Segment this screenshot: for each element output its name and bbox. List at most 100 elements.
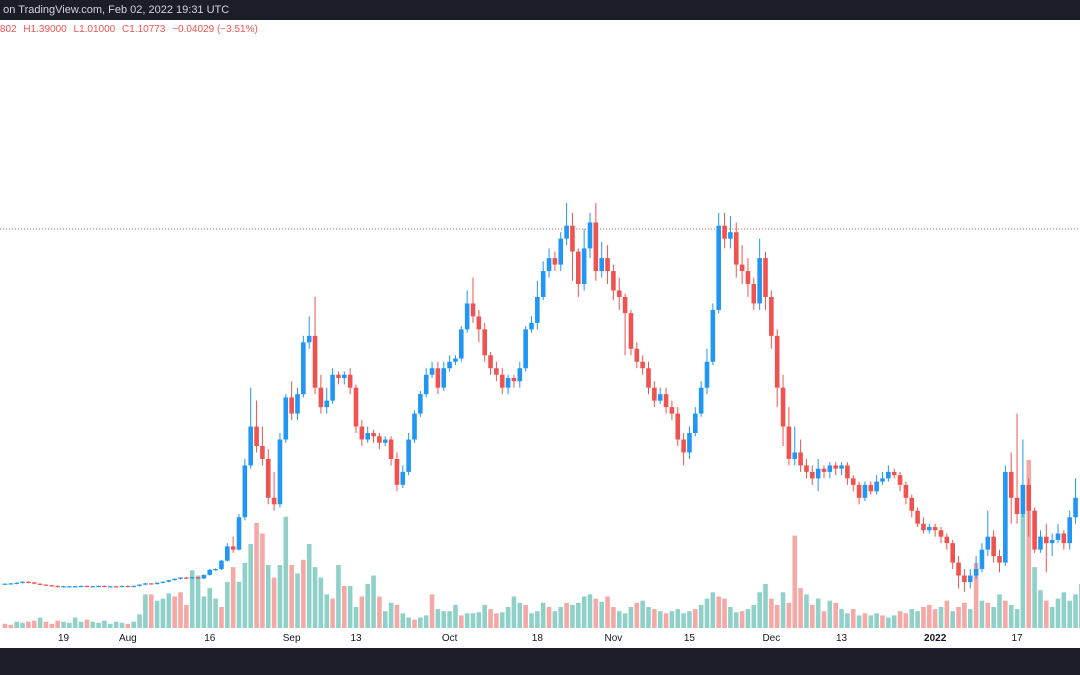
volume-bar [31, 620, 37, 628]
volume-bar [587, 594, 593, 628]
candle-body [576, 251, 581, 285]
volume-bar [137, 614, 142, 628]
volume-bar [932, 609, 938, 628]
volume-bar [1014, 609, 1020, 628]
volume-bar [324, 594, 330, 628]
candle-body [441, 368, 447, 388]
x-axis-tick-label: Dec [762, 633, 780, 644]
x-axis-tick-label: 13 [350, 633, 362, 644]
candle-body [856, 484, 862, 498]
volume-bar [517, 602, 523, 628]
volume-bar [382, 611, 388, 628]
volume-bar [1044, 600, 1049, 628]
candle-body [774, 335, 780, 388]
x-axis-tick-label: 13 [836, 633, 848, 644]
candle-body [1032, 510, 1037, 550]
volume-bar [529, 613, 534, 628]
candle-body [827, 465, 833, 472]
volume-bar [488, 609, 493, 628]
candle-body [318, 387, 324, 408]
candle-body [453, 358, 458, 362]
candle-body [301, 342, 306, 395]
volume-bar [891, 615, 897, 628]
candle-body [113, 586, 119, 588]
volume-bar [576, 602, 581, 628]
volume-bar [505, 607, 511, 628]
candle-body [166, 580, 172, 582]
volume-bar [189, 570, 195, 628]
x-axis-tick-label: 17 [1011, 633, 1023, 644]
volume-bar [856, 615, 862, 628]
candle-body [956, 562, 961, 576]
candle-body [476, 316, 482, 330]
volume-bar [494, 613, 499, 628]
volume-bar [248, 544, 253, 628]
volume-bar [698, 604, 704, 628]
candle-body [733, 232, 739, 265]
price-chart[interactable]: 19 Aug 16 Sep 13 Oct 18 Nov 15 Dec 13 2022 17 [0, 20, 1080, 648]
candle-body [14, 582, 19, 584]
ohlc-close: C1.10773 [122, 24, 166, 35]
volume-bar [599, 601, 604, 628]
candle-body [915, 510, 920, 524]
volume-bar [1008, 604, 1014, 628]
candle-body [189, 577, 195, 579]
candle-body [2, 583, 8, 585]
volume-bar [786, 602, 792, 628]
candle-body [792, 452, 798, 459]
candle-body [546, 258, 552, 272]
candle-body [810, 471, 815, 479]
volume-bar [459, 615, 464, 628]
candle-body [371, 433, 376, 437]
candle-body [248, 426, 253, 466]
candle-body [43, 584, 49, 586]
candle-body [552, 258, 558, 265]
volume-bar [769, 598, 774, 628]
x-axis-tick-label: 15 [684, 633, 696, 644]
volume-bar [476, 612, 482, 628]
volume-bar [347, 586, 353, 628]
candle-body [1067, 517, 1072, 544]
volume-bar [225, 581, 230, 628]
candle-body [821, 468, 827, 472]
candle-body [84, 585, 90, 588]
volume-bar [2, 623, 8, 628]
volume-bar [962, 602, 967, 628]
volume-bar [839, 609, 844, 628]
volume-bar [184, 604, 189, 628]
volume-bar [704, 598, 710, 628]
candle-body [213, 569, 218, 571]
candle-body [359, 426, 365, 440]
ohlc-open: .14802 [0, 24, 17, 35]
x-axis-tick-label: Nov [605, 633, 623, 644]
volume-bar [985, 602, 991, 628]
ohlc-change: −0.04029 (−3.51%) [172, 24, 258, 35]
volume-bar [295, 573, 300, 628]
volume-bar [833, 602, 838, 628]
candle-body [31, 582, 37, 584]
volume-bar [815, 598, 821, 628]
volume-bar [131, 621, 136, 628]
volume-bar [312, 567, 318, 628]
candle-body [67, 586, 72, 588]
candle-body [769, 296, 774, 336]
volume-bar [757, 592, 762, 628]
volume-bar [967, 609, 973, 628]
candle-body [8, 583, 14, 585]
candle-body [540, 271, 546, 297]
volume-bar [921, 607, 926, 628]
candle-body [102, 585, 107, 588]
volume-bar [119, 622, 125, 628]
candle-body [804, 465, 809, 472]
volume-bar [927, 604, 932, 628]
candle-body [511, 377, 517, 382]
volume-bar [289, 565, 294, 628]
volume-bar [646, 607, 651, 628]
candle-body [535, 296, 540, 323]
volume-bar [260, 533, 265, 628]
volume-bar [61, 621, 66, 628]
candle-body [505, 377, 511, 388]
candle-body [265, 458, 271, 498]
candle-body [342, 374, 347, 378]
candle-body [938, 530, 944, 537]
